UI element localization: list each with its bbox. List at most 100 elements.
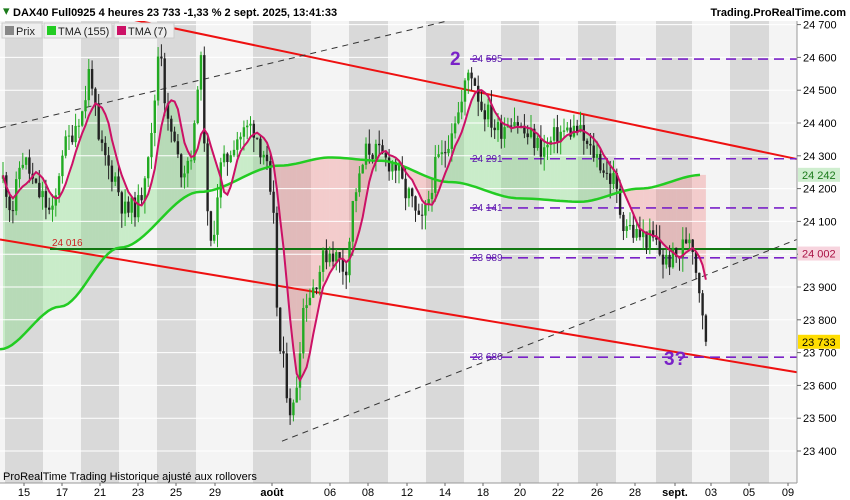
fill-below xyxy=(689,175,693,251)
candle-down xyxy=(638,229,642,238)
candle-up xyxy=(595,154,599,158)
candle-down xyxy=(661,254,665,265)
fill-above xyxy=(201,129,205,192)
fill-below xyxy=(686,176,690,253)
fill-above xyxy=(105,114,109,257)
candle-down xyxy=(615,173,618,189)
candle-down xyxy=(618,188,622,215)
fill-below xyxy=(653,186,657,237)
fill-above xyxy=(12,194,17,345)
fill-above xyxy=(478,90,482,190)
candle-down xyxy=(414,196,417,211)
candle-up xyxy=(536,137,539,148)
candle-down xyxy=(120,192,123,214)
candle-up xyxy=(503,127,506,139)
candle-up xyxy=(242,127,246,137)
fill-above xyxy=(181,126,185,200)
candle-up xyxy=(24,157,28,165)
y-tick-label: 23 800 xyxy=(803,315,837,327)
candle-down xyxy=(288,398,292,416)
candle-up xyxy=(199,55,203,90)
time-band xyxy=(426,21,464,483)
candle-up xyxy=(450,133,453,149)
fill-above xyxy=(557,141,561,201)
candle-down xyxy=(259,138,262,158)
candle-down xyxy=(107,155,110,166)
fill-above xyxy=(494,111,498,195)
fill-above xyxy=(521,126,525,199)
candle-up xyxy=(447,148,450,154)
candle-up xyxy=(61,155,64,177)
candle-up xyxy=(51,205,54,210)
candle-up xyxy=(54,195,57,206)
candle-up xyxy=(463,80,467,102)
candle-down xyxy=(704,315,708,342)
candle-up xyxy=(486,104,490,120)
candle-up xyxy=(87,69,90,101)
candle-up xyxy=(427,199,430,205)
ticker-arrow-icon: ▾ xyxy=(3,3,10,18)
support-label: 24 016 xyxy=(52,238,83,249)
candle-down xyxy=(651,230,655,238)
candle-down xyxy=(599,154,602,171)
candle-up xyxy=(354,192,358,202)
candle-down xyxy=(556,127,559,143)
fill-below xyxy=(339,157,343,259)
fill-above xyxy=(461,121,465,184)
candle-up xyxy=(460,101,463,113)
fill-above xyxy=(250,134,254,174)
fill-above xyxy=(191,155,195,194)
fill-above xyxy=(570,131,574,202)
lower-trend-dashed-line xyxy=(281,238,798,442)
fill-above xyxy=(573,131,578,202)
candle-down xyxy=(698,272,701,294)
candle-up xyxy=(318,271,321,290)
candle-down xyxy=(279,307,282,352)
fill-above xyxy=(564,134,568,202)
fill-above xyxy=(514,126,518,199)
last-price-badge-label: 23 733 xyxy=(802,337,836,349)
fill-above xyxy=(75,142,79,297)
legend-item-tma155[interactable] xyxy=(43,22,113,39)
fill-below xyxy=(666,182,670,250)
fill-above xyxy=(88,108,93,279)
candle-down xyxy=(493,127,496,131)
candle-up xyxy=(612,173,615,184)
x-tick-label: sept. xyxy=(662,487,688,499)
y-tick-label: 23 400 xyxy=(803,446,837,458)
candle-up xyxy=(246,125,249,128)
candle-down xyxy=(420,214,424,216)
fill-below xyxy=(313,158,317,335)
legend-item-tma7[interactable] xyxy=(113,22,175,39)
last-price-badge xyxy=(798,334,840,349)
candle-down xyxy=(209,211,213,241)
level-label: 24 291 xyxy=(472,154,503,165)
fill-above xyxy=(78,133,83,293)
fill-above xyxy=(184,142,188,198)
candle-down xyxy=(576,125,579,132)
tma7-last-badge-label: 24 002 xyxy=(802,249,836,261)
brand-label: Trading.ProRealTime.com xyxy=(710,7,846,19)
fill-below xyxy=(646,187,650,235)
candle-up xyxy=(74,125,77,143)
candle-down xyxy=(160,56,163,59)
candle-down xyxy=(510,125,513,127)
candle-up xyxy=(156,56,160,101)
level-label: 23 686 xyxy=(472,352,503,363)
candle-down xyxy=(675,247,678,257)
candle-down xyxy=(582,125,585,141)
candle-up xyxy=(137,195,140,218)
x-tick-label: 14 xyxy=(439,487,451,499)
level-label: 23 989 xyxy=(472,253,503,264)
candle-up xyxy=(437,154,440,157)
y-tick-label: 23 500 xyxy=(803,413,837,425)
fill-above xyxy=(507,125,512,198)
candle-down xyxy=(483,110,486,120)
fill-above xyxy=(29,176,33,329)
fill-above xyxy=(253,132,258,173)
fill-above xyxy=(504,124,508,198)
candle-down xyxy=(104,142,107,156)
candle-up xyxy=(328,253,331,263)
x-tick-label: 08 xyxy=(362,487,374,499)
x-tick-label: 03 xyxy=(705,487,717,499)
